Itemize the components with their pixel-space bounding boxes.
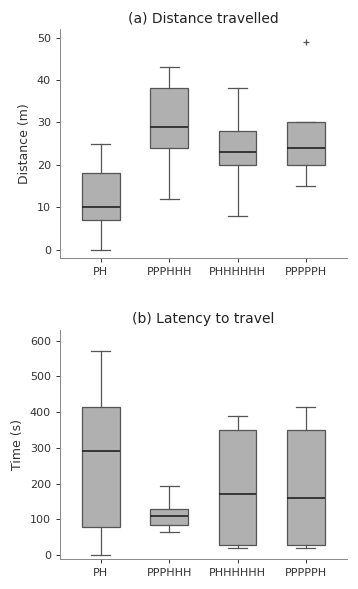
Y-axis label: Time (s): Time (s) — [11, 419, 24, 470]
PathPatch shape — [82, 173, 120, 220]
PathPatch shape — [219, 131, 256, 165]
PathPatch shape — [287, 430, 325, 545]
Y-axis label: Distance (m): Distance (m) — [18, 103, 31, 184]
Title: (b) Latency to travel: (b) Latency to travel — [132, 312, 275, 326]
PathPatch shape — [219, 430, 256, 545]
PathPatch shape — [287, 123, 325, 165]
Title: (a) Distance travelled: (a) Distance travelled — [128, 11, 279, 25]
PathPatch shape — [150, 509, 188, 525]
PathPatch shape — [150, 88, 188, 148]
PathPatch shape — [82, 407, 120, 527]
